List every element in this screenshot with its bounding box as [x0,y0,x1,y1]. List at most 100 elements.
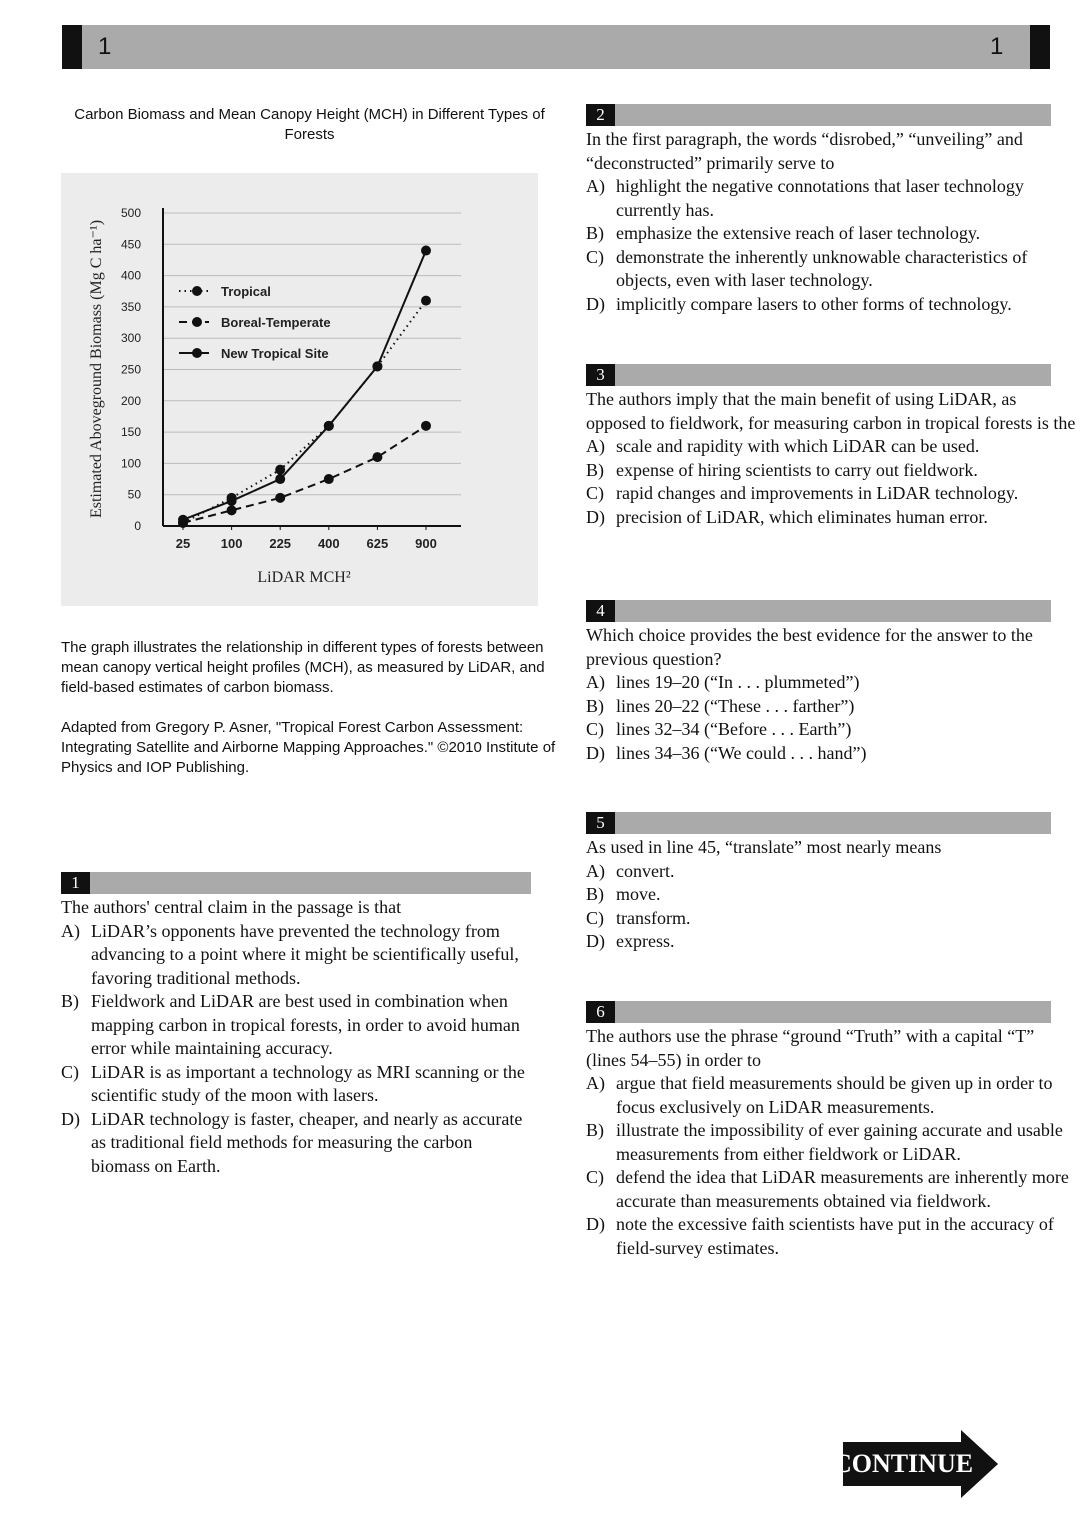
question-stem: The authors imply that the main benefit … [586,389,1076,433]
answer-option[interactable]: C) defend the idea that LiDAR measurement… [586,1166,1078,1213]
option-text: convert. [616,860,675,881]
option-text: argue that field measurements should be … [616,1073,1053,1117]
question-stem: In the first paragraph, the words “disro… [586,129,1023,173]
option-text: note the excessive faith scientists have… [616,1214,1054,1258]
answer-option[interactable]: C) LiDAR is as important a technology as … [61,1061,531,1108]
data-point [372,361,383,372]
continue-arrow-icon: CONTINUE [833,1430,998,1498]
option-text: LiDAR’s opponents have prevented the tec… [91,920,519,988]
answer-option[interactable]: D) express. [586,930,1078,954]
answer-option[interactable]: D) note the excessive faith scientists ha… [586,1213,1078,1260]
question-3: 3 The authors imply that the main benefit… [586,364,1078,529]
answer-option[interactable]: C) demonstrate the inherently unknowable … [586,246,1078,293]
answer-option[interactable]: A) argue that field measurements should b… [586,1072,1078,1119]
legend-label: Boreal-Temperate [221,315,331,330]
answer-option[interactable]: C) lines 32–34 (“Before . . . Earth”) [586,718,1078,742]
answer-option[interactable]: C) transform. [586,907,1078,931]
option-letter: D) [586,293,605,314]
series-line-boreal-temperate [182,424,427,524]
answer-option[interactable]: D) implicitly compare lasers to other for… [586,293,1078,317]
option-text: demonstrate the inherently unknowable ch… [616,246,1028,291]
option-text: LiDAR is as important a technology as MR… [91,1061,525,1106]
question-number-bar: 6 [586,1001,1051,1023]
question-number: 3 [586,364,615,386]
question-2: 2 In the first paragraph, the words “disr… [586,104,1078,316]
legend-label: New Tropical Site [221,346,329,361]
chart-container: 0 50 100 150 200 250 300 350 400 450 500 25 100 225 40… [61,173,538,606]
answer-option[interactable]: B) illustrate the impossibility of ever g… [586,1119,1078,1166]
option-letter: B) [586,459,604,480]
y-tick-label: 50 [128,488,142,502]
option-letter: B) [586,1120,604,1140]
option-text: transform. [616,907,691,928]
figure-source: Adapted from Gregory P. Asner, "Tropical… [61,719,556,776]
option-text: precision of LiDAR, which eliminates hum… [616,506,988,527]
option-letter: A) [586,672,605,692]
y-tick-label: 450 [121,237,141,251]
answer-option[interactable]: A) scale and rapidity with which LiDAR ca… [586,435,1078,459]
continue-button[interactable]: CONTINUE [833,1430,999,1505]
answer-option[interactable]: A) lines 19–20 (“In . . . plummeted”) [586,671,1078,695]
option-text: lines 34–36 (“We could . . . hand”) [616,742,867,763]
option-letter: C) [61,1061,79,1082]
option-text: scale and rapidity with which LiDAR can … [616,436,980,456]
question-stem: The authors use the phrase “ground “Trut… [586,1026,1035,1070]
answer-option[interactable]: D) lines 34–36 (“We could . . . hand”) [586,742,1078,766]
page-number-left: 1 [98,33,112,60]
answer-option[interactable]: B) Fieldwork and LiDAR are best used in c… [61,990,531,1061]
option-letter: B) [586,223,604,243]
option-letter: A) [586,860,605,881]
data-point [226,505,237,516]
option-letter: C) [586,907,604,928]
answer-option[interactable]: B) emphasize the extensive reach of laser… [586,222,1078,246]
y-tick-label: 300 [121,331,141,345]
y-tick-label: 350 [121,300,141,314]
option-text: Fieldwork and LiDAR are best used in com… [91,991,520,1058]
question-number-bar: 1 [61,872,531,894]
option-text: express. [616,931,675,951]
y-tick-label: 150 [121,425,141,439]
data-point [275,492,286,503]
option-text: LiDAR technology is faster, cheaper, and… [91,1108,523,1176]
option-letter: A) [586,1073,605,1093]
y-tick-label: 0 [134,519,141,533]
answer-option[interactable]: B) lines 20–22 (“These . . . farther”) [586,695,1078,719]
answer-option[interactable]: A) LiDAR’s opponents have prevented the t… [61,920,531,991]
header-block-left [62,25,82,69]
y-tick-label: 500 [121,206,141,220]
answer-option[interactable]: B) expense of hiring scientists to carry … [586,459,1078,483]
answer-option[interactable]: D) LiDAR technology is faster, cheaper, a… [61,1108,531,1179]
x-tick-label: 25 [176,536,190,551]
option-text: move. [616,884,661,904]
option-letter: B) [586,695,604,716]
x-tick-label: 400 [318,536,340,551]
question-number-bar: 5 [586,812,1051,834]
option-letter: C) [586,719,604,739]
y-tick-label: 250 [121,363,141,377]
option-letter: C) [586,1167,604,1187]
option-letter: C) [586,483,604,503]
option-letter: D) [586,742,605,763]
x-axis-label: LiDAR MCH² [257,569,350,586]
answer-option[interactable]: C) rapid changes and improvements in LiDA… [586,482,1078,506]
answer-option[interactable]: B) move. [586,883,1078,907]
option-letter: A) [61,920,80,941]
series-line-new-tropical-site [182,250,427,521]
question-number-bar: 4 [586,600,1051,622]
option-text: lines 20–22 (“These . . . farther”) [616,695,855,716]
answer-option[interactable]: A) convert. [586,860,1078,884]
data-point [178,514,188,525]
option-letter: B) [61,991,79,1011]
option-text: illustrate the impossibility of ever gai… [616,1120,1063,1164]
option-letter: D) [586,931,605,951]
continue-label: CONTINUE [843,1449,973,1478]
option-letter: D) [586,1214,605,1234]
answer-option[interactable]: A) highlight the negative connotations th… [586,175,1078,222]
data-point [275,474,286,485]
legend-marker [192,286,202,296]
question-number: 4 [586,600,615,622]
question-5: 5 As used in line 45, “translate” most ne… [586,812,1078,954]
option-text: implicitly compare lasers to other forms… [616,293,1012,314]
answer-option[interactable]: D) precision of LiDAR, which eliminates h… [586,506,1078,530]
